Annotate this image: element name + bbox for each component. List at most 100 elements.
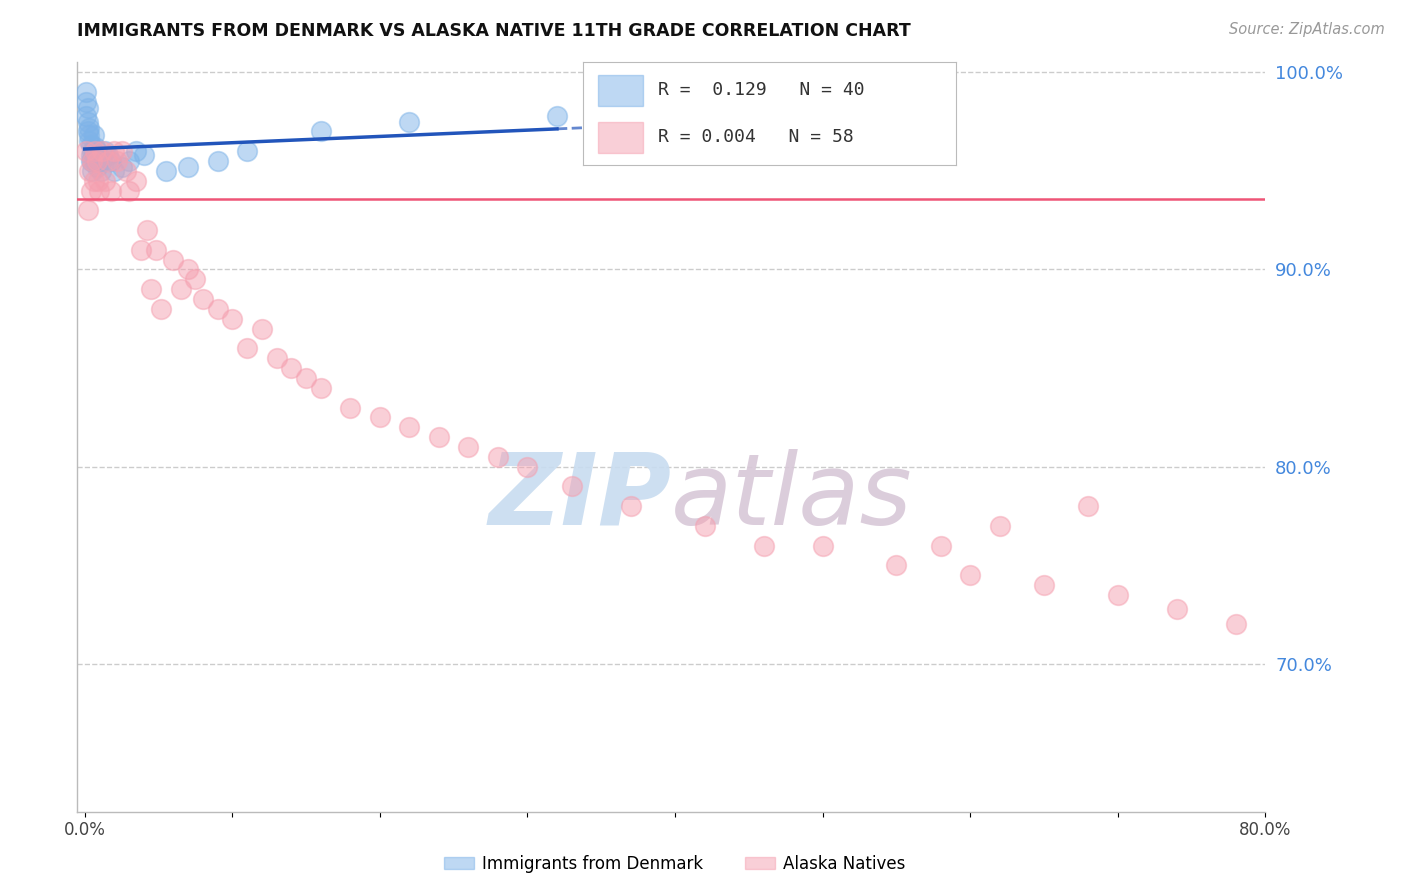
Point <box>89 184 111 198</box>
Point <box>77 164 100 178</box>
Point <box>118 184 141 198</box>
Point <box>169 282 191 296</box>
Point <box>516 459 538 474</box>
Text: ZIP: ZIP <box>488 449 672 546</box>
Point <box>177 160 200 174</box>
Point <box>76 124 98 138</box>
Point <box>94 174 117 188</box>
Point <box>103 144 125 158</box>
Point <box>339 401 361 415</box>
Point <box>693 518 716 533</box>
Point <box>115 164 138 178</box>
Point <box>221 311 243 326</box>
Point <box>86 144 108 158</box>
Point <box>100 184 122 198</box>
Point <box>236 144 259 158</box>
Point <box>76 101 98 115</box>
Text: R = 0.004   N = 58: R = 0.004 N = 58 <box>658 128 853 146</box>
Point <box>105 154 128 169</box>
Point <box>1225 617 1247 632</box>
Point <box>80 164 103 178</box>
Point <box>546 109 568 123</box>
Point <box>177 262 200 277</box>
Point <box>80 144 103 158</box>
Point <box>236 342 259 356</box>
Point <box>184 272 207 286</box>
Point <box>89 154 111 169</box>
Point <box>91 154 114 169</box>
Point <box>77 128 100 143</box>
Point <box>87 148 110 162</box>
Point <box>103 164 125 178</box>
Point <box>84 154 107 169</box>
Point <box>486 450 509 464</box>
Point <box>77 120 100 135</box>
Point <box>398 420 420 434</box>
Bar <box>599 75 643 105</box>
Point <box>207 301 229 316</box>
Point <box>86 160 108 174</box>
Point <box>83 128 105 143</box>
Point <box>118 154 141 169</box>
Point <box>100 154 122 169</box>
Point <box>811 539 834 553</box>
Point <box>266 351 288 366</box>
Point <box>110 160 132 174</box>
Text: Source: ZipAtlas.com: Source: ZipAtlas.com <box>1229 22 1385 37</box>
Point <box>110 144 132 158</box>
Point <box>162 252 184 267</box>
Point <box>561 479 583 493</box>
Point <box>86 154 108 169</box>
Point <box>457 440 479 454</box>
Point <box>80 154 103 169</box>
Point <box>79 154 101 169</box>
Point <box>83 174 105 188</box>
Point <box>77 134 100 148</box>
Point <box>94 144 117 158</box>
Text: atlas: atlas <box>672 449 912 546</box>
Point <box>1033 578 1056 592</box>
Point <box>207 154 229 169</box>
Point <box>76 114 98 128</box>
Point <box>125 144 148 158</box>
Point <box>87 174 110 188</box>
Point <box>309 124 332 138</box>
Point <box>75 144 97 158</box>
Point <box>1107 588 1129 602</box>
Point <box>959 568 981 582</box>
Point <box>139 282 162 296</box>
Point <box>150 301 173 316</box>
Point <box>191 292 214 306</box>
Point <box>75 95 97 109</box>
Point <box>250 321 273 335</box>
Point <box>79 138 101 153</box>
Point <box>427 430 450 444</box>
Point <box>79 184 101 198</box>
Point <box>145 243 167 257</box>
Bar <box>599 122 643 153</box>
Point <box>1077 499 1099 513</box>
Point <box>929 539 952 553</box>
Point <box>83 148 105 162</box>
Point <box>84 144 107 158</box>
Point <box>620 499 643 513</box>
Point <box>295 371 318 385</box>
Point <box>76 203 98 218</box>
Point <box>886 558 908 573</box>
Point <box>79 148 101 162</box>
Point <box>988 518 1011 533</box>
Point <box>135 223 157 237</box>
Point <box>75 85 97 99</box>
Point <box>97 154 120 169</box>
Legend: Immigrants from Denmark, Alaska Natives: Immigrants from Denmark, Alaska Natives <box>437 848 912 880</box>
Point <box>91 144 114 158</box>
Point <box>309 381 332 395</box>
Point <box>129 243 152 257</box>
Point <box>132 148 155 162</box>
Point <box>155 164 177 178</box>
Point <box>1166 601 1188 615</box>
Text: IMMIGRANTS FROM DENMARK VS ALASKA NATIVE 11TH GRADE CORRELATION CHART: IMMIGRANTS FROM DENMARK VS ALASKA NATIVE… <box>77 22 911 40</box>
Point <box>280 361 302 376</box>
Point <box>752 539 775 553</box>
Point <box>84 140 107 154</box>
